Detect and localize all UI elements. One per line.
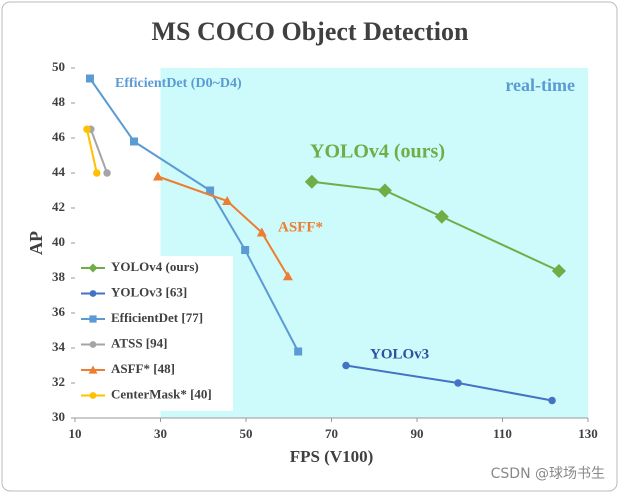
y-tick-label: 36 (52, 304, 66, 319)
y-tick-label: 50 (52, 59, 65, 74)
x-tick-label: 30 (154, 426, 167, 441)
data-point (152, 171, 163, 181)
annotation: real-time (505, 75, 575, 95)
data-point (294, 347, 303, 356)
x-tick-label: 130 (578, 426, 598, 441)
legend-marker (88, 365, 98, 374)
legend-marker (88, 263, 98, 273)
x-tick-label: 110 (493, 426, 512, 441)
series-line (85, 129, 98, 174)
chart-title: MS COCO Object Detection (152, 17, 470, 46)
annotation: ASFF* (278, 219, 323, 235)
annotation: EfficientDet (D0~D4) (115, 76, 242, 91)
data-point (83, 125, 91, 133)
data-point (454, 379, 462, 387)
y-tick-label: 30 (52, 409, 65, 424)
legend-label: ATSS [94] (111, 335, 167, 350)
x-tick-label: 70 (325, 426, 338, 441)
annotation: YOLOv4 (ours) (310, 141, 445, 163)
y-tick-label: 42 (52, 199, 65, 214)
series-line (157, 175, 289, 277)
data-point (548, 396, 556, 405)
series-line (89, 128, 109, 174)
y-tick-label: 48 (52, 94, 66, 109)
legend-label: CenterMask* [40] (111, 386, 212, 401)
annotation: YOLOv3 (370, 346, 429, 362)
data-point (282, 271, 293, 281)
watermark: CSDN @球场书生 (491, 466, 605, 482)
x-tick-label: 10 (69, 426, 82, 441)
data-point (129, 137, 138, 146)
y-tick-label: 32 (52, 374, 65, 389)
data-point (304, 174, 319, 189)
data-point (222, 196, 233, 205)
data-point (93, 169, 101, 177)
x-tick-label: 90 (411, 426, 424, 441)
data-point (256, 227, 267, 237)
data-point (206, 186, 215, 195)
data-point (434, 209, 449, 224)
legend-label: EfficientDet [77] (111, 310, 203, 325)
y-tick-label: 40 (52, 234, 65, 249)
x-tick-label: 50 (240, 426, 253, 441)
y-tick-label: 38 (52, 269, 66, 284)
data-point (103, 169, 111, 177)
data-point (551, 264, 566, 278)
legend-marker (89, 341, 97, 348)
legend-label: ASFF* [48] (111, 361, 175, 376)
y-tick-label: 46 (52, 129, 66, 144)
data-point (342, 361, 350, 370)
legend-box (75, 256, 233, 411)
legend-label: YOLOv4 (ours) (111, 259, 199, 274)
legend-marker (89, 392, 97, 399)
y-tick-label: 44 (52, 164, 66, 179)
legend-marker (89, 315, 97, 323)
legend-label: YOLOv3 [63] (111, 284, 187, 299)
y-tick-label: 34 (52, 339, 66, 354)
data-point (85, 74, 94, 83)
x-axis-label: FPS (V100) (290, 447, 374, 466)
y-axis-label: AP (26, 231, 46, 255)
series-line (311, 180, 560, 272)
data-point (377, 183, 392, 198)
legend-marker (89, 290, 97, 297)
data-point (241, 246, 250, 254)
